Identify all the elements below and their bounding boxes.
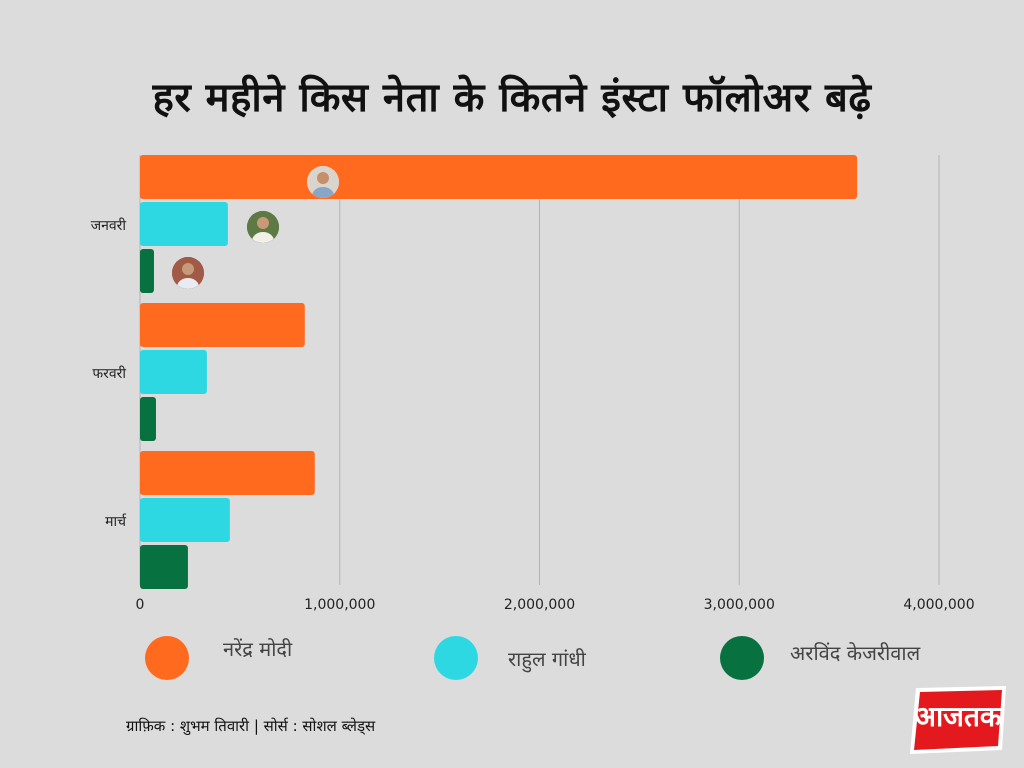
bar [140, 303, 305, 347]
x-tick-label: 3,000,000 [704, 597, 775, 613]
leader-avatars [172, 166, 339, 289]
bar [140, 202, 228, 246]
legend-item-modi: नरेंद्र मोदी [145, 636, 292, 680]
bar [140, 451, 315, 495]
graphic-credit: ग्राफ़िक : शुभम तिवारी | सोर्स : सोशल ब्… [126, 717, 376, 735]
aajtak-logo: आजतक [910, 686, 1006, 754]
category-label: मार्च [105, 513, 127, 530]
legend-swatch-green [720, 636, 764, 680]
bar [140, 397, 156, 441]
bar [140, 498, 230, 542]
bar [140, 545, 188, 589]
bar [140, 155, 858, 199]
x-tick-label: 0 [136, 597, 145, 613]
chart-title: हर महीने किस नेता के कितने इंस्टा फॉलोअर… [152, 75, 872, 121]
avatar-modi [307, 166, 339, 198]
bar-chart: जनवरी फरवरी मार्च 0 1,000,000 2,000,000 3,000… [91, 155, 975, 613]
x-tick-label: 2,000,000 [504, 597, 575, 613]
legend-label: अरविंद केजरीवाल [790, 640, 921, 665]
legend-label: नरेंद्र मोदी [223, 636, 293, 661]
x-tick-label: 4,000,000 [903, 597, 974, 613]
legend-swatch-cyan [434, 636, 478, 680]
logo-text: आजतक [915, 700, 1003, 733]
x-tick-label: 1,000,000 [304, 597, 375, 613]
legend-item-rahul: राहुल गांधी [434, 636, 586, 680]
avatar-kejriwal [172, 257, 204, 289]
avatar-rahul [247, 211, 279, 243]
legend-swatch-orange [145, 636, 189, 680]
legend-item-kejriwal: अरविंद केजरीवाल [720, 636, 920, 680]
bar [140, 350, 207, 394]
category-label: जनवरी [91, 217, 127, 234]
category-label: फरवरी [92, 365, 126, 382]
legend-label: राहुल गांधी [508, 646, 586, 671]
bar [140, 249, 154, 293]
